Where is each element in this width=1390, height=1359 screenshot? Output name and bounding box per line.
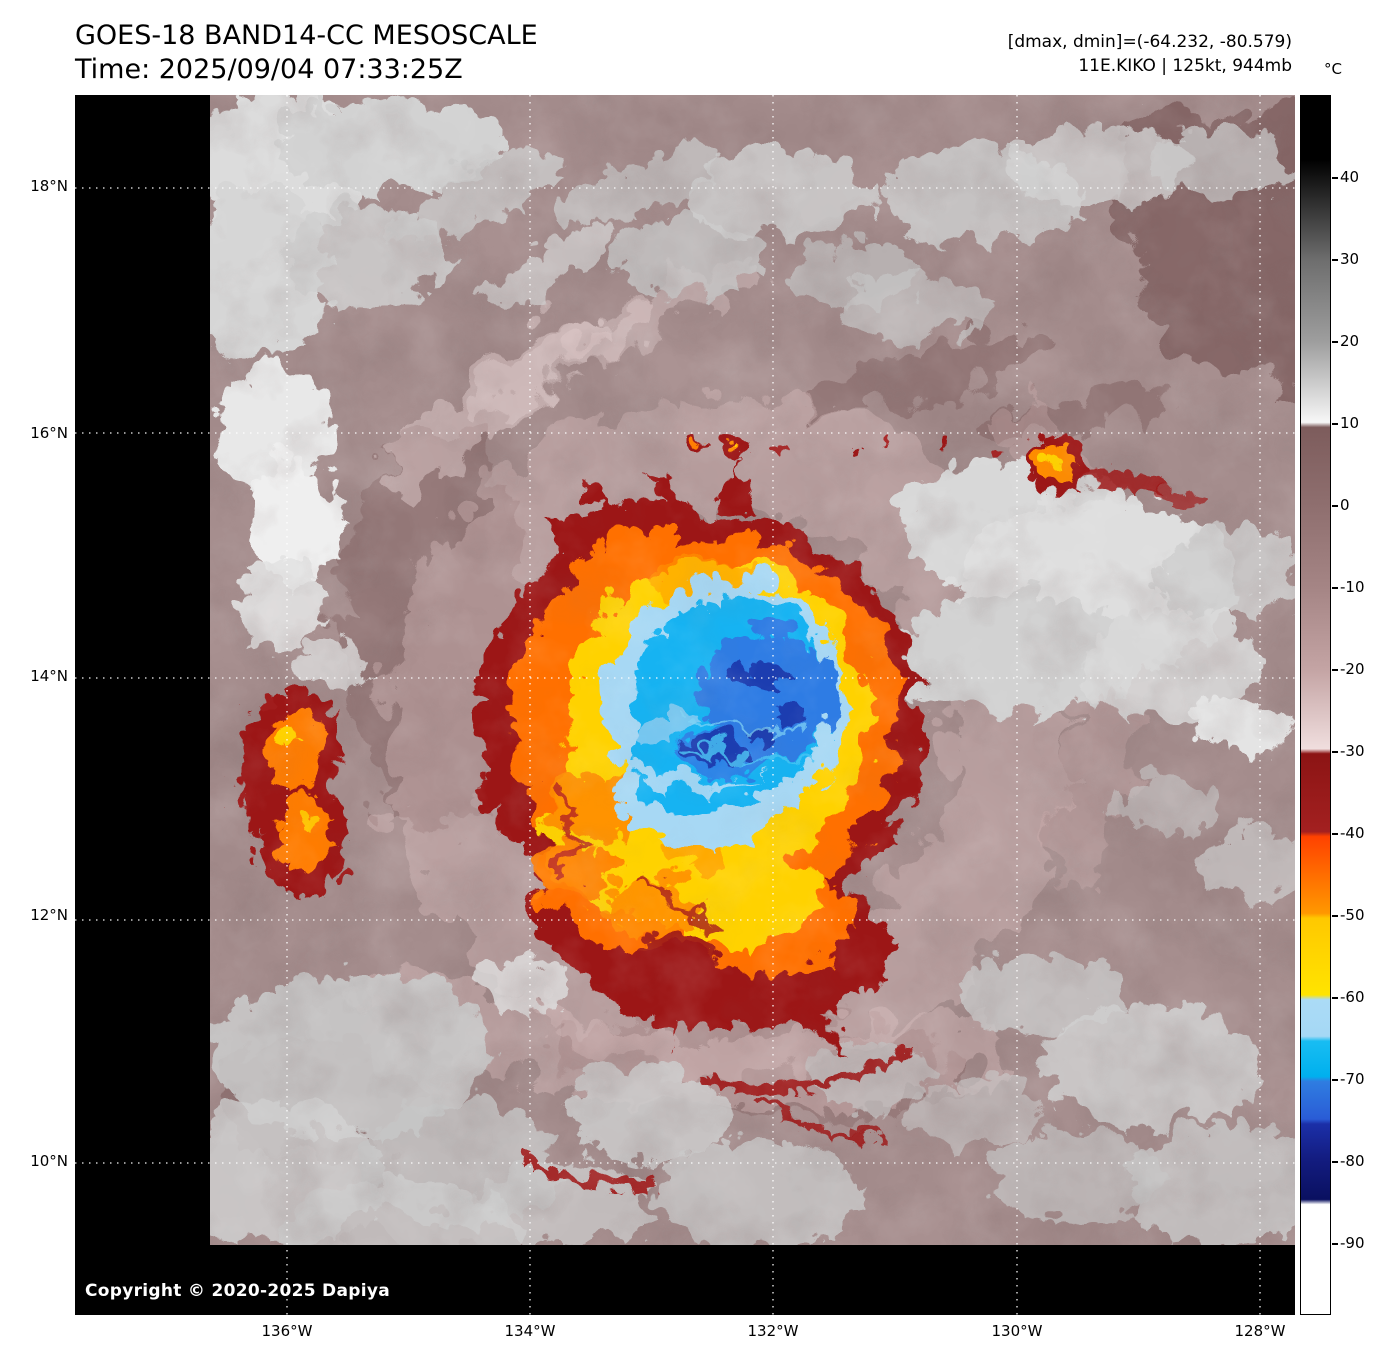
colorbar-tick-label: -60 <box>1340 988 1365 1006</box>
colorbar-tick-label: -20 <box>1340 660 1365 678</box>
colorbar-tick-label: -30 <box>1340 742 1365 760</box>
colorbar-tick-label: -50 <box>1340 906 1365 924</box>
timestamp: Time: 2025/09/04 07:33:25Z <box>75 54 463 85</box>
colorbar-tick-label: -90 <box>1340 1234 1365 1252</box>
cloud-mottle-dark-2 <box>210 95 1295 1245</box>
satellite-image <box>210 95 1295 1245</box>
grid-overlay <box>75 95 1295 1315</box>
lat-tick-label: 18°N <box>30 177 68 195</box>
lat-tick-label: 16°N <box>30 424 68 442</box>
colorbar-tick-label: 0 <box>1340 496 1350 514</box>
lat-tick-label: 10°N <box>30 1152 68 1170</box>
colorbar-tick <box>1332 997 1338 999</box>
colorbar-tick <box>1332 1079 1338 1081</box>
lon-tick-label: 130°W <box>991 1322 1043 1340</box>
colorbar-tick <box>1332 505 1338 507</box>
dmax-dmin-readout: [dmax, dmin]=(-64.232, -80.579) <box>1007 32 1292 52</box>
colorbar-tick <box>1332 341 1338 343</box>
colorbar-tick <box>1332 1161 1338 1163</box>
plot-frame: Copyright © 2020-2025 Dapiya <box>75 95 1295 1315</box>
page-title: GOES-18 BAND14-CC MESOSCALE <box>75 20 538 51</box>
colorbar-tick-label: 20 <box>1340 332 1360 350</box>
colorbar-gradient <box>1300 95 1331 1315</box>
colorbar-tick-label: -10 <box>1340 578 1365 596</box>
lat-tick-label: 12°N <box>30 906 68 924</box>
lon-tick-label: 132°W <box>747 1322 799 1340</box>
colorbar-tick-label: -80 <box>1340 1152 1365 1170</box>
lat-tick-label: 14°N <box>30 667 68 685</box>
colorbar-tick-label: 10 <box>1340 414 1360 432</box>
lon-tick-label: 128°W <box>1234 1322 1286 1340</box>
colorbar-tick <box>1332 915 1338 917</box>
lon-tick-label: 134°W <box>504 1322 556 1340</box>
colorbar-tick <box>1332 587 1338 589</box>
colorbar-tick-label: 40 <box>1340 168 1360 186</box>
copyright-watermark: Copyright © 2020-2025 Dapiya <box>85 1281 390 1301</box>
colorbar-tick <box>1332 669 1338 671</box>
colorbar-tick <box>1332 1243 1338 1245</box>
colorbar-tick <box>1332 423 1338 425</box>
colorbar-tick-label: -70 <box>1340 1070 1365 1088</box>
colorbar-tick <box>1332 259 1338 261</box>
colorbar-unit-label: °C <box>1324 60 1342 78</box>
storm-info-readout: 11E.KIKO | 125kt, 944mb <box>1078 56 1292 76</box>
header-readouts: [dmax, dmin]=(-64.232, -80.579) 11E.KIKO… <box>1008 30 1292 78</box>
colorbar-tick <box>1332 833 1338 835</box>
colorbar-tick-label: -40 <box>1340 824 1365 842</box>
colorbar-tick-label: 30 <box>1340 250 1360 268</box>
lon-tick-label: 136°W <box>261 1322 313 1340</box>
colorbar-tick <box>1332 751 1338 753</box>
colorbar-tick <box>1332 177 1338 179</box>
